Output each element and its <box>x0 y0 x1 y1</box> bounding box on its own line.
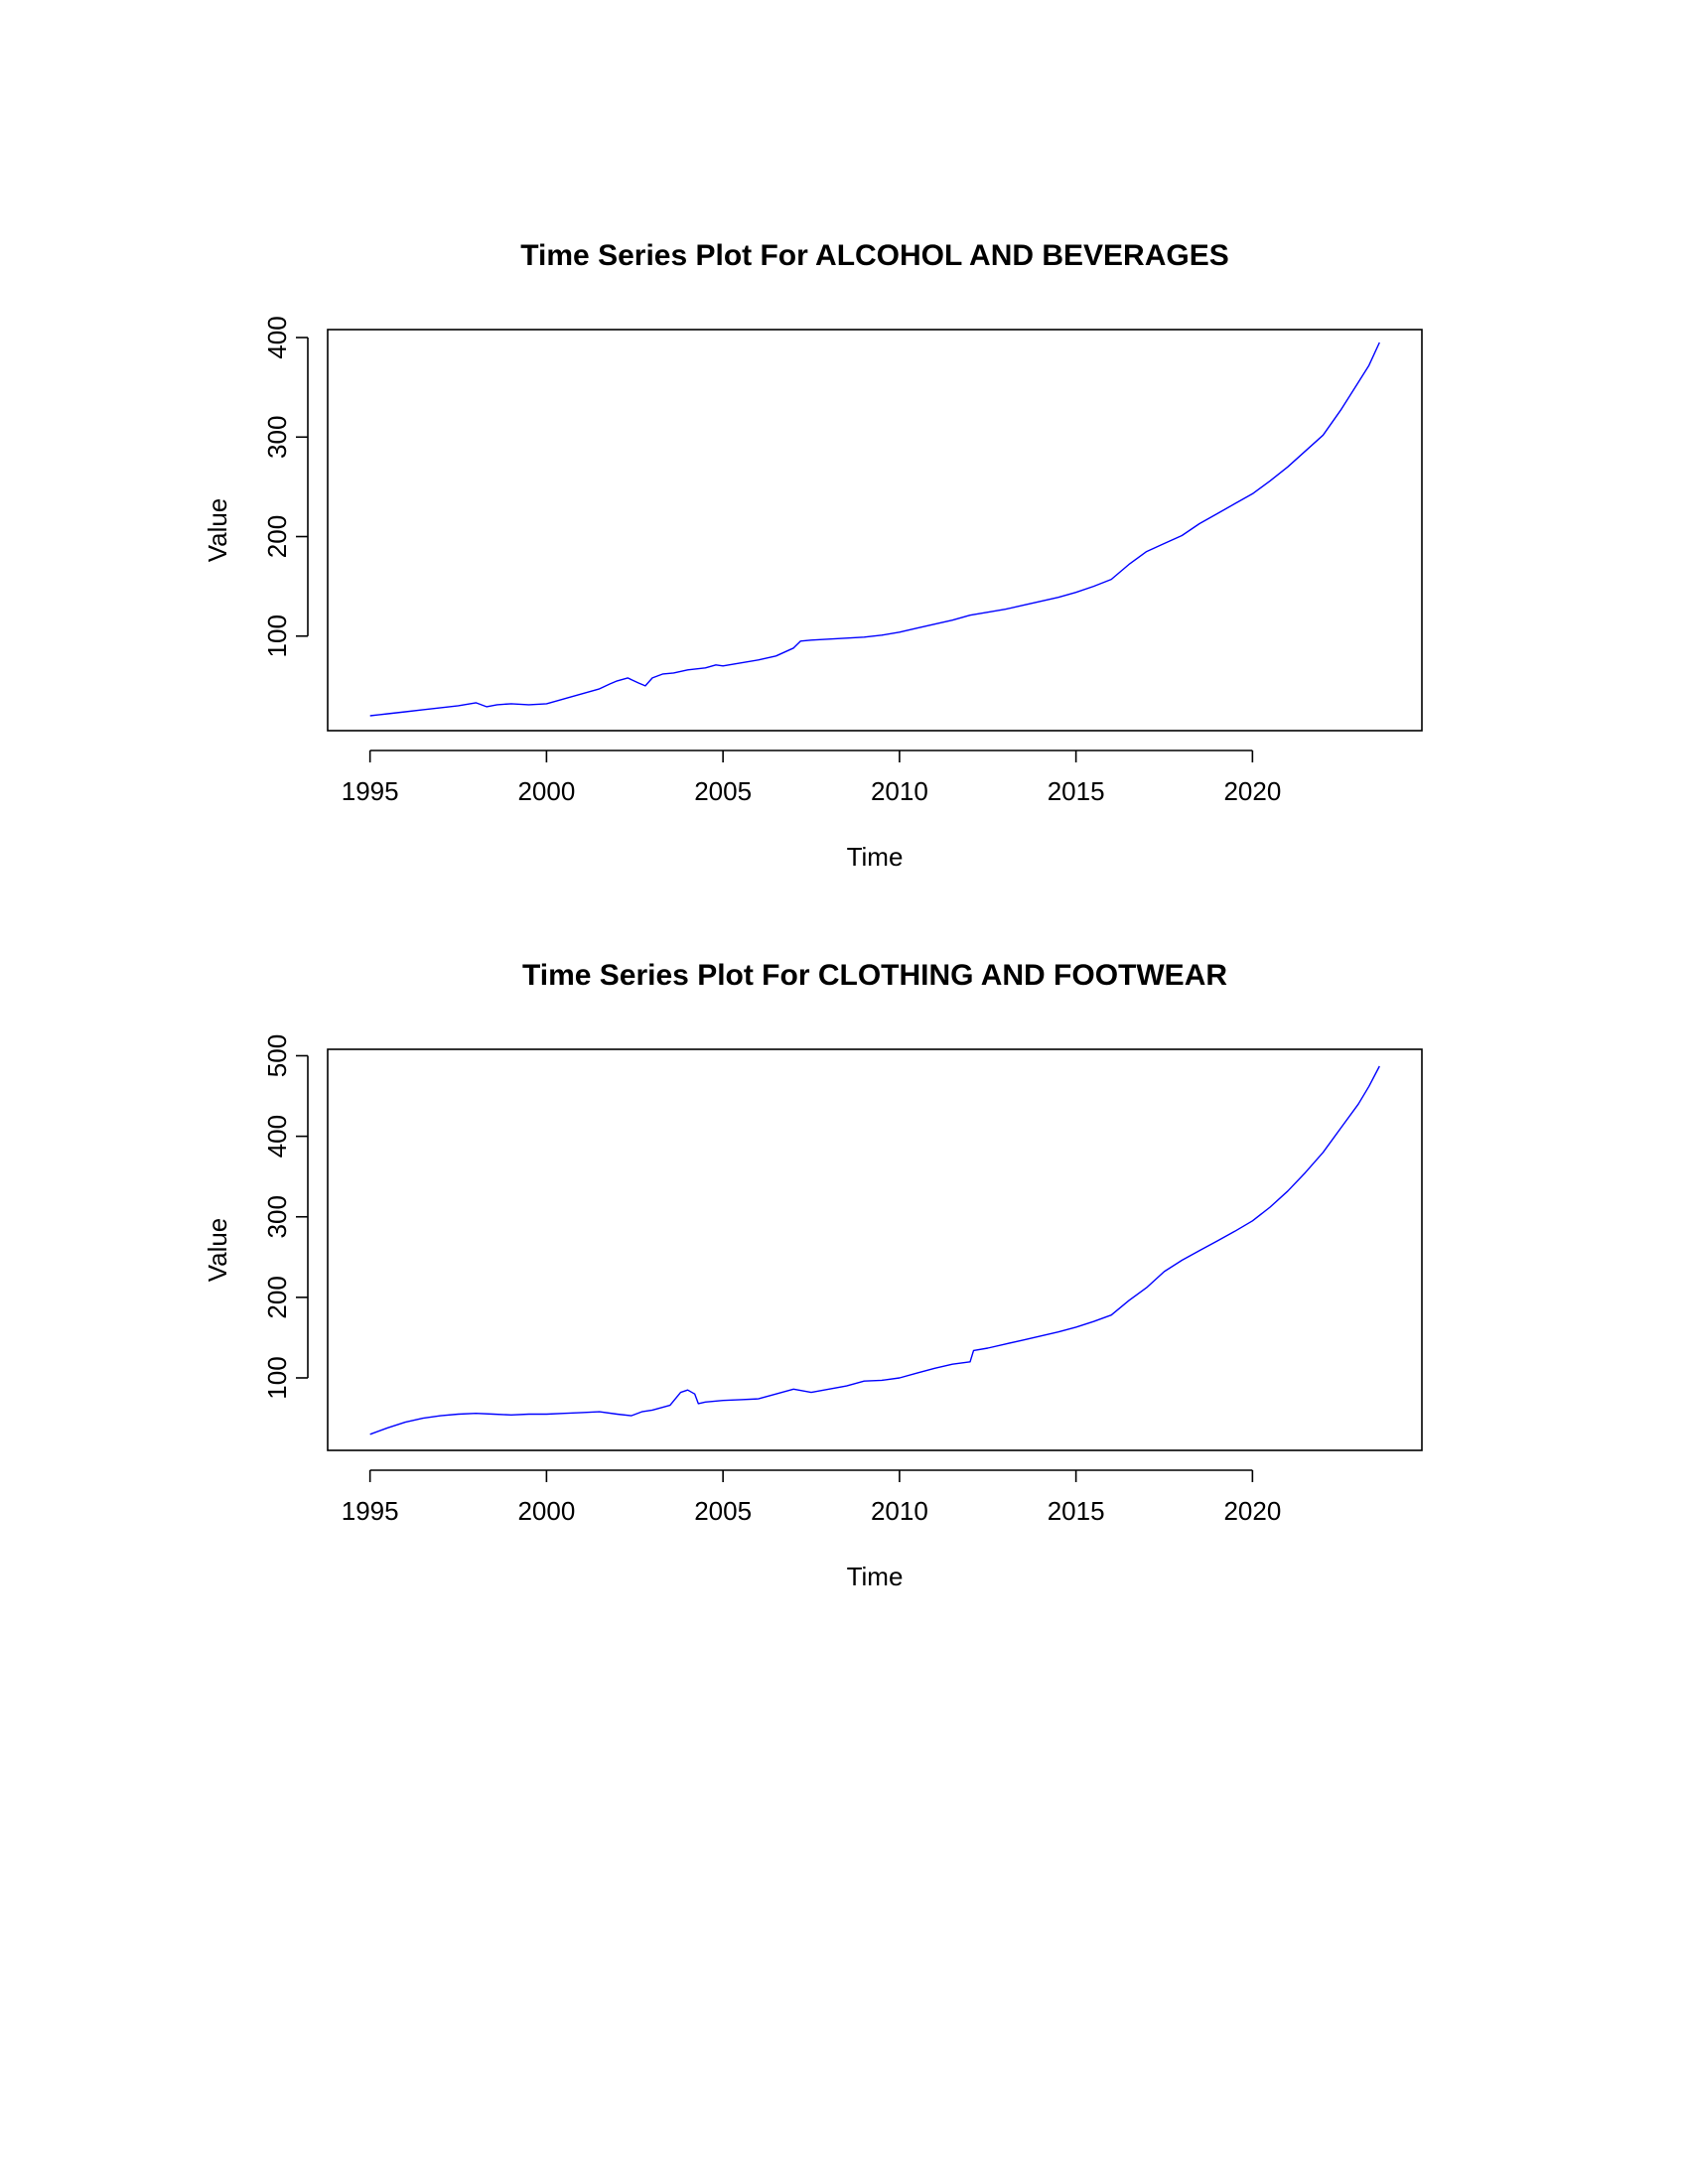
y-tick-label: 200 <box>262 515 292 558</box>
y-axis-label: Value <box>203 498 232 563</box>
x-tick-label: 2005 <box>694 1496 752 1526</box>
x-tick-label: 2000 <box>517 776 575 806</box>
y-tick-label: 100 <box>262 1356 292 1399</box>
x-tick-label: 1995 <box>342 776 399 806</box>
y-tick-label: 300 <box>262 1195 292 1238</box>
x-tick-label: 2015 <box>1048 1496 1105 1526</box>
x-tick-label: 1995 <box>342 1496 399 1526</box>
y-axis-label: Value <box>203 1218 232 1283</box>
x-tick-label: 2015 <box>1048 776 1105 806</box>
x-axis-label: Time <box>847 842 904 872</box>
x-tick-label: 2000 <box>517 1496 575 1526</box>
y-tick-label: 400 <box>262 316 292 358</box>
y-tick-label: 400 <box>262 1115 292 1158</box>
chart-svg-clothing: Time Series Plot For CLOTHING AND FOOTWE… <box>203 959 1423 1591</box>
y-tick-label: 100 <box>262 614 292 657</box>
y-tick-label: 500 <box>262 1034 292 1077</box>
y-tick-label: 300 <box>262 416 292 459</box>
plot-frame <box>327 1048 1423 1451</box>
x-tick-label: 2020 <box>1223 1496 1281 1526</box>
chart-title-alcohol: Time Series Plot For ALCOHOL AND BEVERAG… <box>520 239 1228 272</box>
x-tick-label: 2010 <box>871 1496 928 1526</box>
x-axis-label: Time <box>847 1562 904 1591</box>
chart-svg-alcohol: Time Series Plot For ALCOHOL AND BEVERAG… <box>203 239 1423 872</box>
series-line-alcohol <box>369 341 1380 717</box>
x-tick-label: 2020 <box>1223 776 1281 806</box>
plot-frame <box>327 329 1423 732</box>
x-tick-label: 2005 <box>694 776 752 806</box>
chart-title-clothing: Time Series Plot For CLOTHING AND FOOTWE… <box>522 959 1227 992</box>
series-line-clothing <box>369 1065 1380 1435</box>
y-tick-label: 200 <box>262 1276 292 1318</box>
x-tick-label: 2010 <box>871 776 928 806</box>
chart-panel-alcohol: Time Series Plot For ALCOHOL AND BEVERAG… <box>0 228 1688 884</box>
chart-panel-clothing: Time Series Plot For CLOTHING AND FOOTWE… <box>0 948 1688 1603</box>
